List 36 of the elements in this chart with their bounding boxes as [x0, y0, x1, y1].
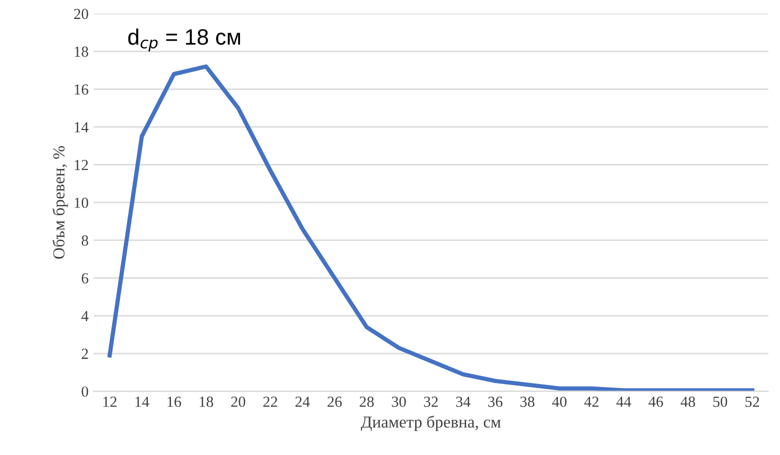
x-tick-label: 32 [424, 396, 438, 407]
x-tick-label: 34 [456, 396, 470, 407]
annotation: d$_{ср}$ = 18 см [128, 28, 240, 52]
x-tick-label: 48 [680, 396, 696, 407]
x-tick-label: 44 [616, 396, 632, 407]
y-tick-label: 2 [82, 348, 88, 359]
x-tick-label: 40 [552, 396, 567, 407]
x-tick-label: 20 [231, 396, 246, 407]
x-tick-label: 18 [200, 396, 214, 407]
x-tick-label: 52 [745, 396, 760, 407]
y-tick-label: 0 [82, 386, 88, 397]
x-tick-label: 30 [392, 396, 406, 407]
line-series [108, 64, 754, 392]
x-tick-label: 36 [488, 396, 502, 407]
y-axis-title: Объм бревен, % [52, 146, 68, 259]
x-tick-label: 16 [168, 396, 182, 407]
x-tick-label: 26 [328, 396, 342, 407]
x-tick-label: 14 [136, 396, 150, 407]
y-tick-label: 18 [74, 46, 88, 57]
x-tick-label: 38 [520, 396, 534, 407]
y-tick-label: 12 [74, 160, 88, 170]
x-tick-label: 46 [648, 396, 664, 407]
x-tick-label: 22 [263, 396, 278, 407]
y-tick-label: 10 [74, 198, 88, 208]
x-tick-label: 42 [584, 396, 598, 407]
y-tick-label: 8 [82, 235, 88, 246]
y-tick-label: 4 [81, 311, 88, 322]
x-tick-label: 50 [713, 396, 728, 407]
x-tick-label: 12 [103, 396, 116, 407]
y-tick-label: 14 [74, 122, 88, 132]
x-tick-label: 24 [295, 396, 310, 407]
y-tick-label: 16 [74, 84, 88, 95]
y-tick-label: 6 [82, 273, 88, 284]
x-axis-title: Диаметр бревна, см [360, 416, 501, 432]
y-tick-label: 20 [74, 8, 88, 20]
x-tick-label: 28 [360, 396, 374, 407]
